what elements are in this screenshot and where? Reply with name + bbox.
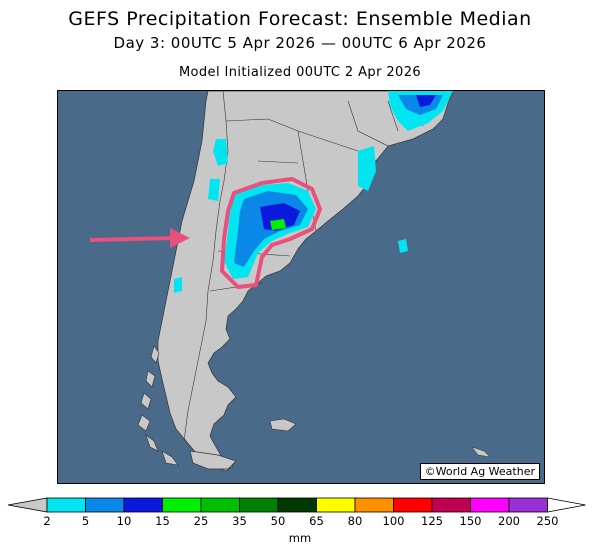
tierra-del-fuego [189, 450, 237, 470]
colorbar-tick-label: 80 [347, 514, 363, 528]
colorbar-min-arrow [7, 497, 48, 513]
falkland-islands [269, 418, 297, 432]
colorbar-tick-label: 5 [81, 514, 90, 528]
colorbar-segment [239, 497, 279, 513]
colorbar-segment [470, 497, 510, 513]
colorbar-tick-label: 35 [232, 514, 247, 528]
colorbar-segment [85, 497, 125, 513]
south-georgia [471, 446, 491, 458]
colorbar-tick-label: 200 [498, 514, 520, 528]
precipitation-map: ©World Ag Weather [57, 90, 545, 484]
colorbar-segment [162, 497, 202, 513]
colorbar-tick-label: 10 [116, 514, 132, 528]
colorbar-tick-label: 150 [459, 514, 482, 528]
colorbar-segment [123, 497, 163, 513]
colorbar-tick-label: 15 [155, 514, 170, 528]
colorbar-segment [277, 497, 317, 513]
map-canvas [89, 91, 491, 472]
highlight-outline [220, 177, 322, 289]
colorbar-segment [200, 497, 240, 513]
colorbar-units: mm [288, 531, 312, 545]
colorbar-tick-label: 25 [193, 514, 209, 528]
chile-archipelago [137, 345, 179, 466]
highlight-arrow [89, 228, 190, 248]
precipitation-colorbar [7, 497, 586, 513]
colorbar-max-arrow [547, 497, 586, 513]
credit-label: ©World Ag Weather [419, 463, 540, 480]
colorbar-tick-label: 100 [382, 514, 405, 528]
forecast-period: Day 3: 00UTC 5 Apr 2026 — 00UTC 6 Apr 20… [113, 34, 487, 52]
colorbar-segment [508, 497, 548, 513]
precip-shading [174, 91, 453, 293]
colorbar-tick-label: 250 [536, 514, 559, 528]
colorbar-tick-label: 2 [43, 514, 51, 528]
colorbar-tick-label: 50 [270, 514, 286, 528]
colorbar-tick-label: 125 [421, 514, 443, 528]
model-init-time: Model Initialized 00UTC 2 Apr 2026 [178, 65, 422, 80]
land-mass [157, 91, 454, 472]
colorbar-segment [46, 497, 86, 513]
colorbar-tick-label: 65 [309, 514, 324, 528]
colorbar-segment [393, 497, 433, 513]
colorbar-segment [354, 497, 394, 513]
colorbar-segment [431, 497, 471, 513]
colorbar-segment [316, 497, 356, 513]
chart-title: GEFS Precipitation Forecast: Ensemble Me… [68, 8, 532, 30]
